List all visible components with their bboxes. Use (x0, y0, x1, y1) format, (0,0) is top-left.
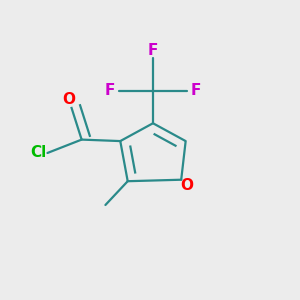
Text: O: O (181, 178, 194, 193)
Text: F: F (148, 43, 158, 58)
Text: Cl: Cl (30, 146, 47, 160)
Text: O: O (62, 92, 75, 107)
Text: F: F (191, 83, 201, 98)
Text: F: F (105, 83, 115, 98)
